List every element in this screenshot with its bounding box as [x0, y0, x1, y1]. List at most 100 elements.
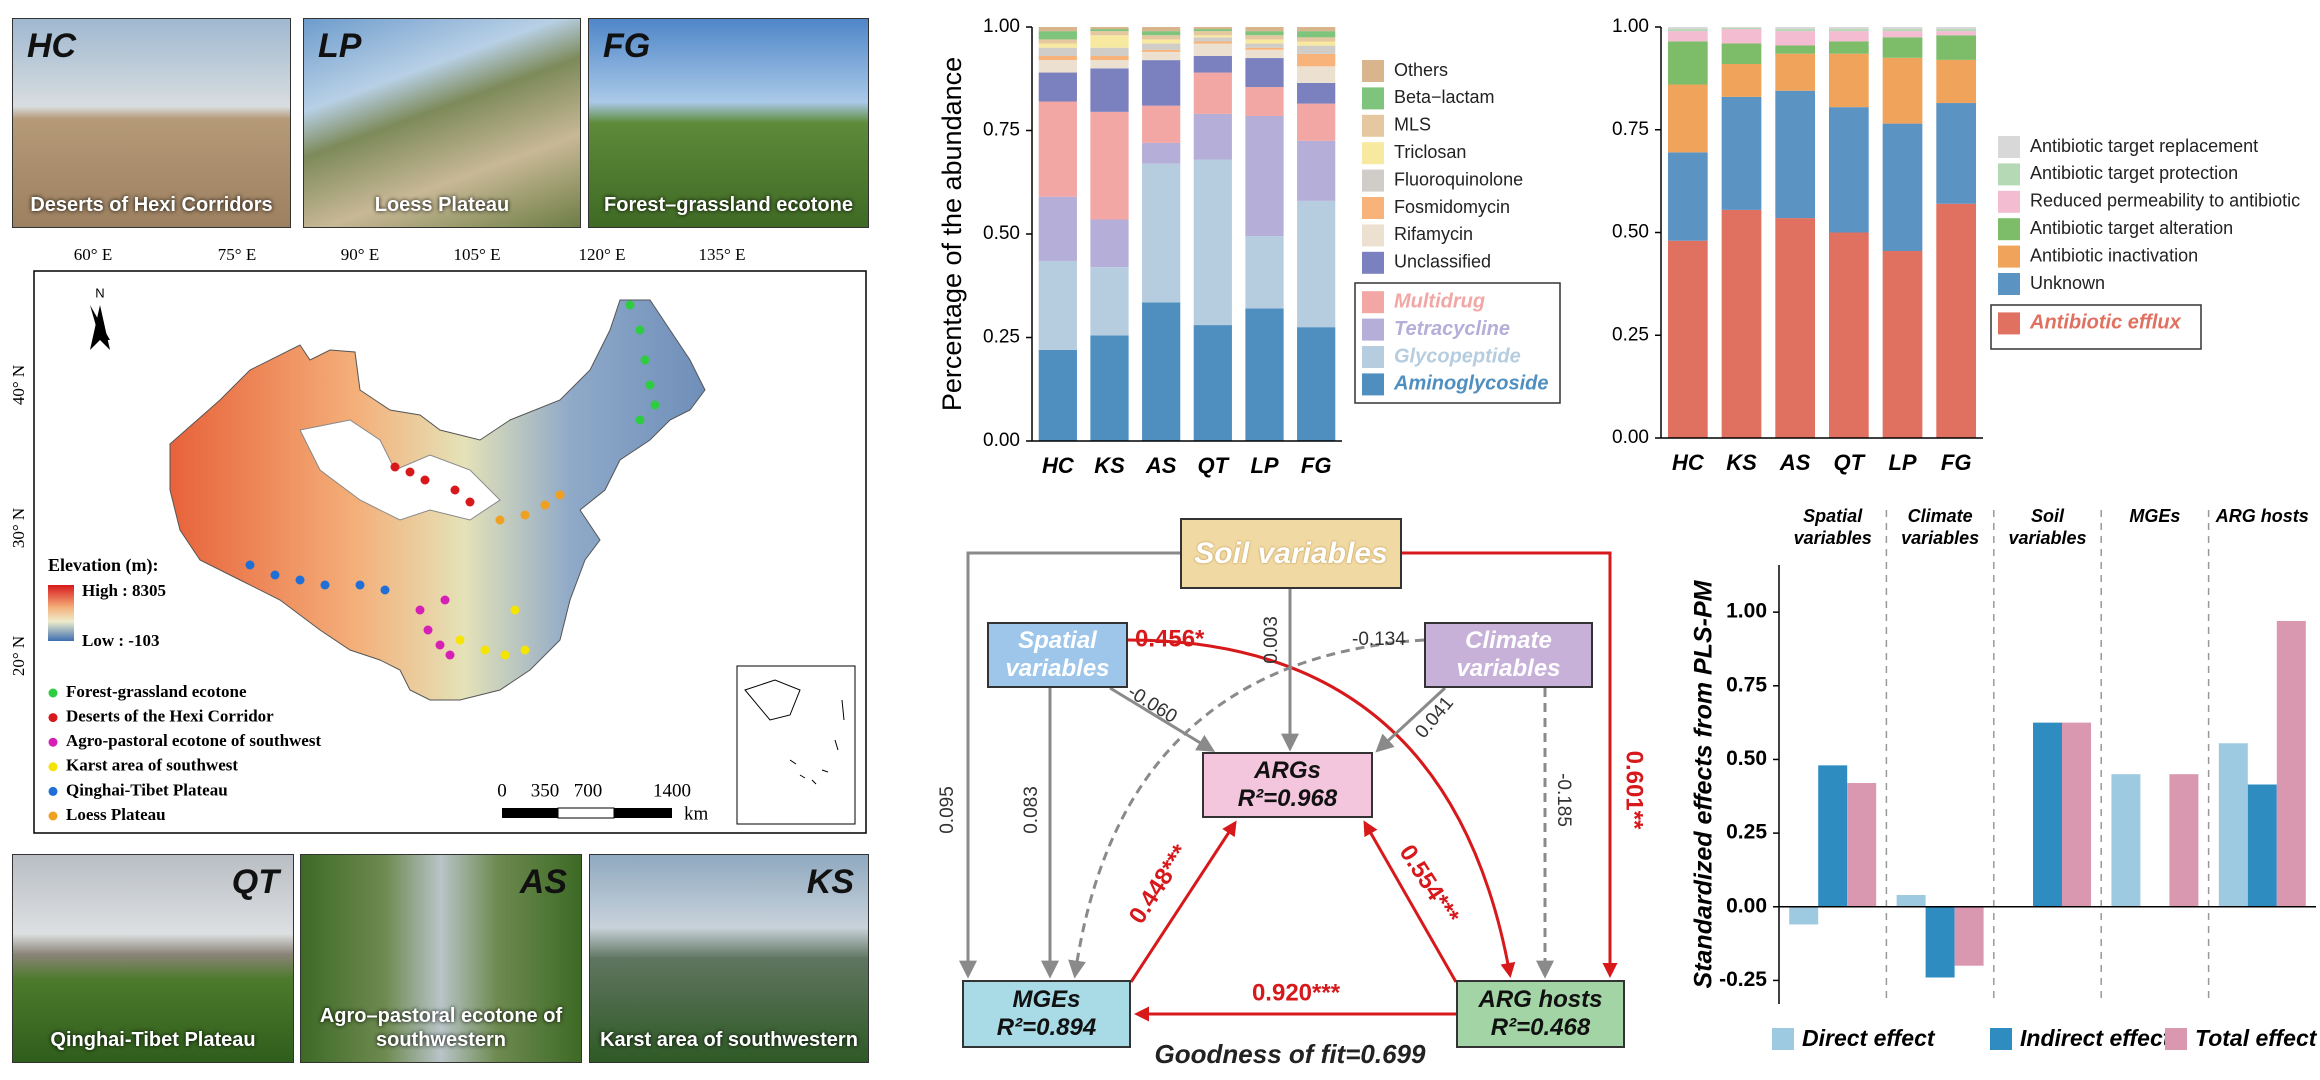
site-dot [625, 300, 635, 310]
site-dot [555, 490, 565, 500]
x-tick-label: LP [1888, 450, 1916, 475]
scale-bar [557, 807, 615, 819]
site-dot [415, 605, 425, 615]
scale-label: 350 [531, 780, 560, 801]
bar-segment [1038, 39, 1077, 44]
bar-segment [1721, 43, 1762, 64]
bar-segment [1038, 72, 1077, 102]
site-dot [650, 400, 660, 410]
bar-segment [1828, 27, 1869, 30]
longitude-label: 60° E [74, 245, 112, 264]
legend-label: Beta−lactam [1394, 87, 1495, 107]
bar-segment [1882, 29, 1923, 32]
elevation-title: Elevation (m): [48, 555, 158, 576]
bar [1896, 894, 1926, 907]
edge-label: -0.185 [1553, 773, 1574, 827]
legend-swatch [1998, 190, 2020, 213]
bar-segment [1882, 123, 1923, 251]
legend-label: Antibiotic target replacement [2030, 136, 2258, 156]
edge-label: 0.041 [1411, 693, 1458, 743]
legend-swatch [1998, 136, 2020, 158]
y-tick-label: 0.25 [983, 327, 1020, 348]
bar-segment [1828, 107, 1869, 233]
bar [2247, 784, 2277, 907]
node: Climate variables [1424, 622, 1593, 688]
x-tick-label: FG [1301, 453, 1332, 478]
site-dot [520, 645, 530, 655]
bar-segment [1721, 27, 1762, 30]
site-dot [405, 467, 415, 477]
y-tick-label: 0.50 [983, 223, 1020, 244]
site-dot [645, 380, 655, 390]
bar-segment [1936, 31, 1977, 36]
legend-label: Fluoroquinolone [1394, 169, 1523, 189]
site-dot [435, 640, 445, 650]
bar-segment [1193, 29, 1232, 32]
bar-segment [1828, 31, 1869, 42]
bar-segment [1297, 53, 1336, 67]
site-swatch [48, 688, 58, 698]
bar-segment [1038, 349, 1077, 441]
bar [2276, 620, 2306, 907]
bar-segment [1775, 90, 1816, 219]
legend-label: Multidrug [1394, 290, 1485, 312]
bar-segment [1090, 68, 1129, 112]
scale-label: 1400 [653, 780, 691, 801]
longitude-label: 135° E [699, 245, 746, 264]
legend-label: Reduced permeability to antibiotic [2030, 191, 2300, 211]
edge [1402, 551, 1618, 978]
bar-segment [1245, 35, 1284, 40]
edge-labels: 0.456* 0.003 -0.134 -0.060 0.041 0.095 0… [937, 616, 1648, 1069]
bar-segment [1245, 31, 1284, 36]
bar-segment [1193, 325, 1232, 441]
photo-code: AS [519, 863, 567, 901]
legend-swatch [1772, 1028, 1794, 1050]
bar-segment [1142, 142, 1181, 164]
legend-swatch [1998, 163, 2020, 186]
bar-segment [1038, 47, 1077, 56]
site-dot [390, 462, 400, 472]
x-tick-label: QT [1198, 453, 1230, 478]
elevation-ramp [48, 585, 74, 641]
y-tick-label: 1.00 [1726, 600, 1767, 623]
bar-segment [1038, 260, 1077, 350]
edge [1127, 638, 1516, 978]
bar-segment [1245, 87, 1284, 117]
longitude-label: 75° E [218, 245, 256, 264]
site-legend: Forest-grassland ecotone Deserts of the H… [48, 682, 321, 824]
legend-label: Glycopeptide [1394, 345, 1521, 367]
bar-segment [1667, 27, 1708, 30]
bar-segment [1193, 113, 1232, 160]
bar-segment [1936, 59, 1977, 104]
bar-segment [1193, 72, 1232, 114]
latitude-label: 20° N [9, 636, 28, 676]
bar-segment [1775, 53, 1816, 91]
bar-segment [1297, 140, 1336, 201]
y-tick-label: 0.00 [1726, 894, 1767, 917]
site-label: Loess Plateau [66, 805, 166, 824]
bar-segment [1193, 31, 1232, 36]
photo-code: HC [27, 27, 77, 65]
goodness-of-fit: Goodness of fit=0.699 [1155, 1039, 1426, 1069]
legend-swatch [1362, 224, 1384, 247]
bar-segment [1142, 105, 1181, 143]
legend-label: Unknown [2030, 273, 2105, 293]
legend-label: Others [1394, 60, 1448, 80]
category-header: ARG hosts [2215, 506, 2309, 526]
bar-segment [1090, 27, 1129, 30]
bar-segment [1775, 218, 1816, 438]
bar-segment [1090, 111, 1129, 220]
bar [2033, 722, 2062, 907]
bar-segment [1297, 82, 1336, 104]
photo: LP Loess Plateau [303, 18, 581, 228]
photo-code: LP [318, 27, 362, 65]
site-dot [320, 580, 330, 590]
bar-segment [1775, 45, 1816, 54]
bar-segment [1721, 63, 1762, 97]
y-tick-label: 0.25 [1726, 821, 1767, 844]
legend-label: Aminoglycoside [1393, 373, 1548, 395]
edge [959, 551, 1180, 979]
bar-segment [1090, 31, 1129, 36]
legend-label: Unclassified [1394, 252, 1491, 272]
y-tick-label: 0.00 [983, 430, 1020, 451]
